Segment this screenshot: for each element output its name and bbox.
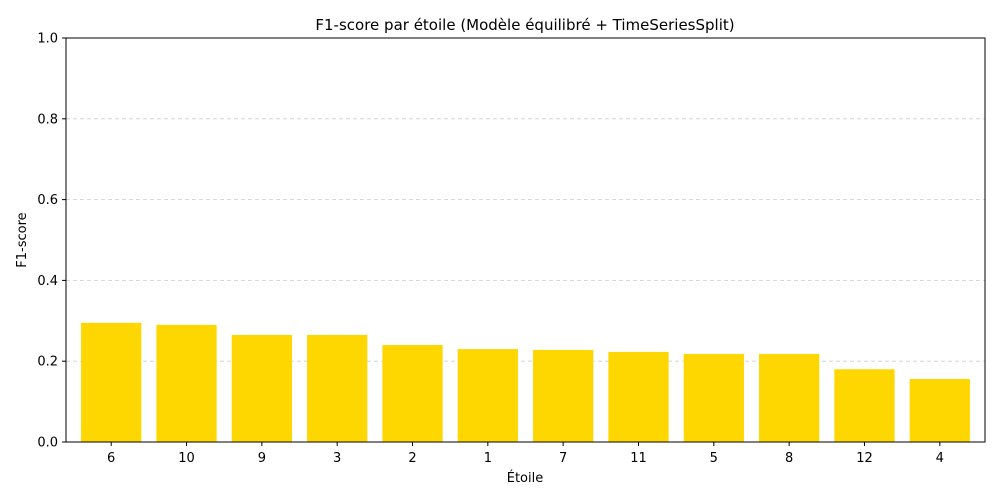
bars	[81, 322, 970, 442]
x-tick-label: 3	[333, 451, 341, 466]
grid-lines	[66, 118, 985, 362]
bar-10	[156, 324, 217, 442]
bar-12	[834, 369, 895, 442]
bar-7	[533, 349, 594, 442]
x-tick-label: 5	[710, 451, 718, 466]
x-tick-label: 9	[258, 451, 266, 466]
plot-frame	[65, 37, 986, 443]
x-tick-label: 10	[178, 451, 195, 466]
x-axis: 6 10 9 3 2 1 7 11 5 8 12 4	[107, 442, 944, 466]
y-axis: 0.0 0.2 0.4 0.6 0.8 1.0	[37, 32, 66, 451]
y-tick-label: 0.2	[37, 355, 58, 370]
bar-3	[307, 334, 368, 442]
bar-8	[759, 353, 820, 442]
x-tick-label: 2	[408, 451, 416, 466]
y-tick-label: 0.8	[37, 112, 58, 127]
x-tick-label: 4	[936, 451, 944, 466]
x-tick-label: 7	[559, 451, 567, 466]
x-tick-label: 12	[856, 451, 873, 466]
x-tick-label: 11	[630, 451, 647, 466]
chart-title: F1-score par étoile (Modèle équilibré + …	[315, 16, 734, 34]
y-tick-label: 0.6	[37, 193, 58, 208]
x-tick-label: 1	[484, 451, 492, 466]
y-tick-label: 0.0	[37, 436, 58, 451]
x-axis-label: Étoile	[507, 470, 544, 486]
x-tick-label: 8	[785, 451, 793, 466]
bar-1	[457, 349, 518, 442]
bar-4	[909, 378, 970, 442]
bar-2	[382, 345, 443, 442]
y-tick-label: 1.0	[37, 32, 58, 47]
bar-11	[608, 351, 669, 442]
x-tick-label: 6	[107, 451, 115, 466]
y-axis-label: F1-score	[15, 212, 30, 267]
bar-6	[81, 322, 142, 442]
y-tick-label: 0.4	[37, 274, 58, 289]
bar-9	[231, 334, 292, 442]
bar-5	[683, 353, 744, 442]
